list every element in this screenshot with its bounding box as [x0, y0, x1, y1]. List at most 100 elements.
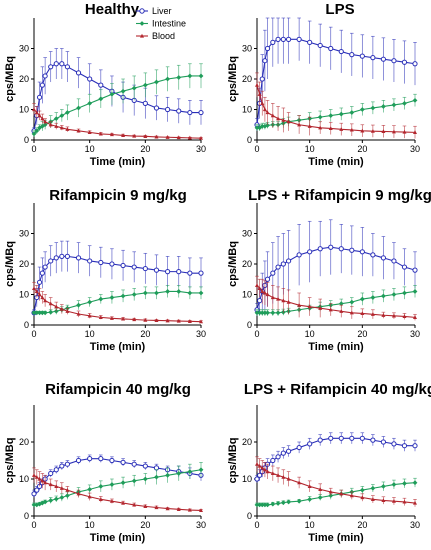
data-point: [281, 117, 286, 122]
data-point: [280, 36, 286, 42]
x-tick-label: 10: [305, 329, 315, 339]
data-point: [39, 270, 45, 276]
data-point: [275, 501, 281, 506]
data-point: [76, 302, 81, 308]
data-point: [270, 295, 275, 300]
data-point: [286, 36, 292, 42]
data-point: [53, 61, 59, 67]
x-tick-label: 20: [140, 520, 150, 530]
data-point: [262, 502, 268, 508]
x-tick-label: 20: [357, 329, 367, 339]
y-tick-label: 10: [19, 105, 29, 115]
data-point: [370, 295, 376, 300]
data-point: [370, 105, 376, 111]
data-point: [359, 107, 365, 112]
data-point: [42, 310, 48, 316]
data-point: [349, 310, 354, 315]
data-point: [165, 135, 170, 139]
data-point: [143, 134, 148, 138]
data-point: [360, 311, 365, 316]
data-point: [254, 125, 260, 131]
x-tick-label: 30: [196, 520, 206, 530]
data-point: [370, 485, 376, 491]
data-point: [413, 315, 417, 319]
data-point: [264, 45, 271, 52]
data-point: [349, 127, 354, 132]
series-line: [256, 38, 416, 125]
y-tick-label: 0: [247, 511, 252, 521]
data-point: [402, 481, 407, 486]
y-tick-label: 0: [24, 320, 29, 330]
series-liver: [254, 17, 418, 131]
data-point: [75, 70, 82, 76]
data-point: [381, 498, 386, 503]
data-point: [120, 480, 126, 486]
data-point: [318, 306, 323, 310]
data-point: [402, 314, 407, 319]
data-point: [65, 493, 70, 499]
data-point: [370, 55, 376, 61]
data-point: [40, 478, 45, 483]
data-point: [349, 493, 354, 498]
data-point: [260, 289, 265, 294]
data-point: [280, 261, 286, 267]
data-point: [198, 467, 204, 473]
data-point: [39, 123, 45, 129]
data-point: [349, 110, 355, 115]
data-point: [297, 480, 302, 485]
data-point: [98, 296, 104, 302]
data-point: [131, 292, 137, 297]
series-liver: [254, 219, 418, 316]
data-point: [48, 64, 54, 70]
data-point: [286, 258, 292, 264]
data-point: [120, 293, 126, 299]
data-point: [381, 313, 386, 317]
data-point: [165, 106, 171, 113]
data-point: [59, 61, 65, 67]
data-point: [40, 295, 45, 300]
series-line: [256, 463, 416, 504]
data-point: [412, 443, 418, 449]
data-point: [154, 290, 159, 296]
y-tick-label: 20: [19, 74, 29, 84]
y-tick-label: 0: [24, 135, 29, 145]
x-tick-label: 30: [196, 329, 206, 339]
data-point: [317, 437, 323, 443]
data-point: [76, 128, 81, 133]
x-tick-label: 20: [140, 144, 150, 154]
data-point: [391, 129, 396, 134]
data-point: [412, 289, 418, 294]
data-point: [257, 92, 262, 96]
series-blood: [32, 103, 203, 140]
data-point: [53, 496, 59, 502]
data-point: [198, 73, 204, 79]
data-point: [176, 471, 182, 476]
data-point: [380, 56, 386, 62]
data-point: [370, 252, 376, 258]
data-point: [65, 110, 70, 115]
data-point: [254, 502, 260, 508]
series-blood: [32, 467, 203, 513]
data-point: [76, 105, 81, 111]
data-point: [265, 469, 270, 474]
data-point: [307, 249, 313, 255]
data-point: [120, 262, 126, 269]
y-axis-label: cps/MBq: [227, 241, 239, 287]
data-point: [286, 448, 292, 454]
data-point: [275, 36, 281, 42]
data-point: [31, 491, 37, 497]
data-point: [370, 312, 375, 316]
data-point: [198, 270, 204, 276]
x-tick-label: 10: [85, 144, 95, 154]
data-point: [317, 42, 323, 49]
legend-marker: [139, 8, 145, 14]
series-liver: [254, 432, 418, 483]
data-point: [360, 495, 365, 500]
data-point: [142, 100, 148, 107]
data-point: [391, 441, 397, 447]
x-tick-label: 0: [31, 329, 36, 339]
data-point: [165, 289, 170, 294]
data-point: [53, 116, 59, 122]
data-point: [349, 299, 355, 305]
data-point: [187, 73, 193, 79]
